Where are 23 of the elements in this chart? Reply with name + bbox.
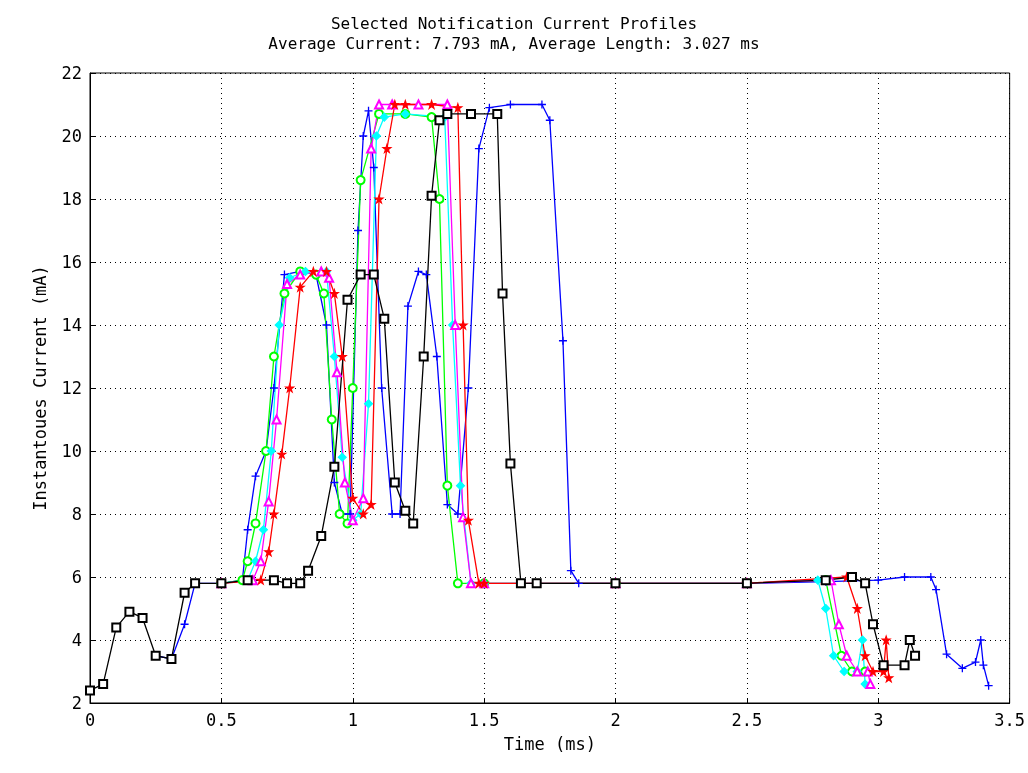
x-tick-label: 3 <box>873 709 884 730</box>
x-tick-label: 0 <box>84 709 96 730</box>
x-tick-label: 3.5 <box>994 709 1026 730</box>
x-tick-label: 1 <box>347 709 358 730</box>
y-tick-label: 6 <box>71 567 82 587</box>
x-tick-label: 0.5 <box>206 709 237 730</box>
y-tick-label: 12 <box>61 378 82 398</box>
y-tick-label: 16 <box>61 252 82 272</box>
y-tick-label: 2 <box>71 693 82 713</box>
chart-subtitle: Average Current: 7.793 mA, Average Length: 3.027 ms <box>268 33 760 53</box>
y-axis-title: Instantoues Current (mA) <box>29 265 50 511</box>
y-tick-label: 20 <box>61 126 82 146</box>
y-tick-label: 8 <box>71 504 82 524</box>
x-axis-title: Time (ms) <box>503 733 596 754</box>
x-tick-label: 2.5 <box>731 709 763 730</box>
y-tick-label: 4 <box>71 630 82 650</box>
y-tick-label: 22 <box>61 63 82 83</box>
y-tick-label: 10 <box>61 441 82 461</box>
y-tick-label: 14 <box>61 315 82 335</box>
x-tick-label: 2 <box>610 709 621 730</box>
x-tick-label: 1.5 <box>468 709 500 730</box>
y-tick-label: 18 <box>61 189 82 209</box>
chart-title: Selected Notification Current Profiles <box>330 13 698 33</box>
